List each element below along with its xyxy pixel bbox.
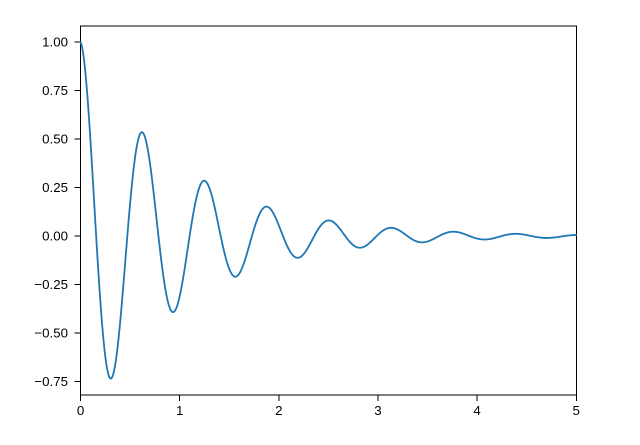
svg-text:3: 3 bbox=[374, 403, 381, 418]
svg-text:0.50: 0.50 bbox=[42, 132, 68, 147]
svg-text:−0.50: −0.50 bbox=[34, 326, 68, 341]
svg-text:−0.25: −0.25 bbox=[34, 277, 68, 292]
svg-text:0.25: 0.25 bbox=[42, 180, 68, 195]
svg-text:1.00: 1.00 bbox=[42, 35, 68, 50]
svg-text:2: 2 bbox=[275, 403, 282, 418]
svg-text:−0.75: −0.75 bbox=[34, 374, 68, 389]
svg-text:0.00: 0.00 bbox=[42, 229, 68, 244]
svg-text:0.75: 0.75 bbox=[42, 83, 68, 98]
svg-text:0: 0 bbox=[77, 403, 84, 418]
svg-text:4: 4 bbox=[473, 403, 480, 418]
svg-text:5: 5 bbox=[573, 403, 580, 418]
svg-text:1: 1 bbox=[176, 403, 183, 418]
